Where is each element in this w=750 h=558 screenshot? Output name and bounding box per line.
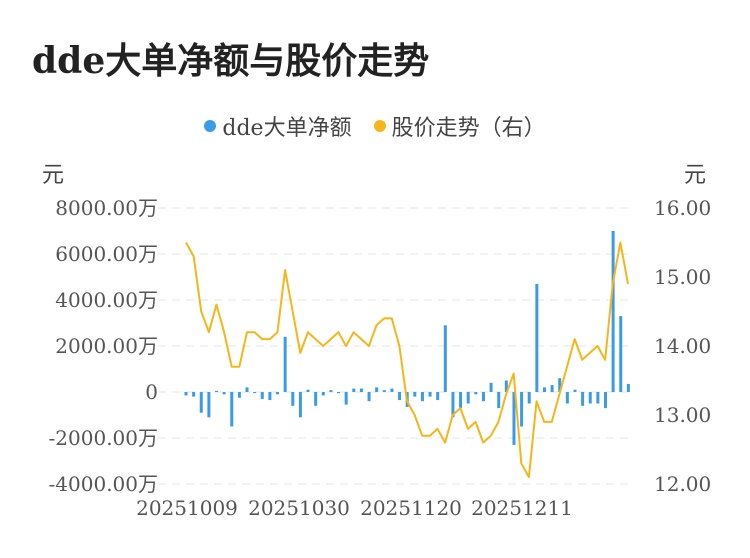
dde-bar xyxy=(542,387,546,392)
dde-bar xyxy=(382,390,386,392)
dde-bar xyxy=(550,385,554,392)
dde-bar xyxy=(497,392,501,409)
dde-bar xyxy=(443,325,447,392)
x-tick-label: 20251030 xyxy=(248,496,350,520)
chart-title: dde大单净额与股价走势 xyxy=(32,40,430,82)
dde-bar xyxy=(603,392,607,409)
dde-bar xyxy=(398,392,402,401)
dde-bar xyxy=(588,392,592,404)
dde-bar xyxy=(558,378,562,392)
left-tick-label: -2000.00万 xyxy=(49,426,158,450)
dde-bar xyxy=(245,387,249,392)
legend-dot-price-icon xyxy=(373,120,386,132)
dde-bar xyxy=(420,392,424,402)
dde-bar xyxy=(512,392,516,445)
dde-bar xyxy=(520,392,524,427)
dde-bar xyxy=(184,392,188,396)
dde-bar xyxy=(222,392,226,395)
dde-bar xyxy=(253,392,257,394)
dde-bar xyxy=(489,382,493,392)
right-axis-unit: 元 xyxy=(684,163,707,188)
dde-bar xyxy=(298,392,302,418)
dde-bar xyxy=(581,392,585,406)
dde-bar xyxy=(260,392,264,399)
dde-bar xyxy=(237,392,241,398)
left-tick-label: 6000.00万 xyxy=(55,242,158,266)
dde-bar xyxy=(474,392,478,395)
x-tick-label: 20251211 xyxy=(471,496,573,520)
dde-bar xyxy=(306,389,310,392)
dde-bar xyxy=(573,389,577,392)
dde-bar xyxy=(436,392,440,401)
x-tick-label: 20251009 xyxy=(136,496,238,520)
dde-bar xyxy=(337,392,341,394)
dde-bar xyxy=(466,392,470,404)
right-tick-label: 13.00 xyxy=(654,403,711,427)
dde-bar xyxy=(413,392,417,397)
dde-bar xyxy=(276,392,280,395)
dde-bar xyxy=(390,388,394,392)
legend-item-price[interactable]: 股价走势（右） xyxy=(373,110,546,142)
x-tick-label: 20251120 xyxy=(360,496,462,520)
dde-bar xyxy=(291,392,295,406)
dde-bar xyxy=(359,388,363,392)
legend-item-dde[interactable]: dde大单净额 xyxy=(204,110,352,142)
right-tick-label: 12.00 xyxy=(654,472,711,496)
dde-bar xyxy=(321,392,325,396)
dde-bar xyxy=(329,390,333,392)
legend-dot-dde-icon xyxy=(204,120,217,132)
dde-bar xyxy=(367,392,371,402)
right-tick-label: 15.00 xyxy=(654,265,711,289)
dde-bar xyxy=(207,392,211,418)
left-tick-label: 2000.00万 xyxy=(55,334,158,358)
dde-bar xyxy=(451,392,455,418)
dde-bar xyxy=(481,392,485,402)
dde-bar xyxy=(611,231,615,392)
left-tick-label: 8000.00万 xyxy=(55,196,158,220)
dde-bar xyxy=(230,392,234,427)
dde-bar xyxy=(375,387,379,392)
dde-bar xyxy=(459,392,463,409)
dde-bar xyxy=(535,283,539,392)
dde-bar xyxy=(504,380,508,392)
left-tick-label: 4000.00万 xyxy=(55,288,158,312)
left-tick-label: -4000.00万 xyxy=(49,472,158,496)
dde-bar xyxy=(626,383,630,392)
dde-bar xyxy=(314,392,318,406)
right-tick-label: 16.00 xyxy=(654,196,711,220)
right-tick-label: 14.00 xyxy=(654,334,711,358)
legend-label-dde: dde大单净额 xyxy=(222,116,352,141)
dde-bar xyxy=(268,392,272,401)
dde-bar xyxy=(344,392,348,405)
left-tick-label: 0 xyxy=(145,380,158,404)
dde-bar xyxy=(527,392,531,404)
dde-bar xyxy=(619,316,623,392)
dde-bar xyxy=(428,392,432,397)
dde-bar xyxy=(199,392,203,413)
left-axis-unit: 元 xyxy=(42,163,65,188)
dde-bar xyxy=(192,392,196,397)
dde-bar xyxy=(565,392,569,404)
legend-label-price: 股价走势（右） xyxy=(391,116,546,141)
legend: dde大单净额 股价走势（右） xyxy=(0,110,750,142)
dde-bar xyxy=(283,336,287,392)
dde-bar xyxy=(352,388,356,392)
dde-bar xyxy=(596,392,600,404)
dde-bar xyxy=(215,390,219,392)
price-line xyxy=(185,241,629,479)
